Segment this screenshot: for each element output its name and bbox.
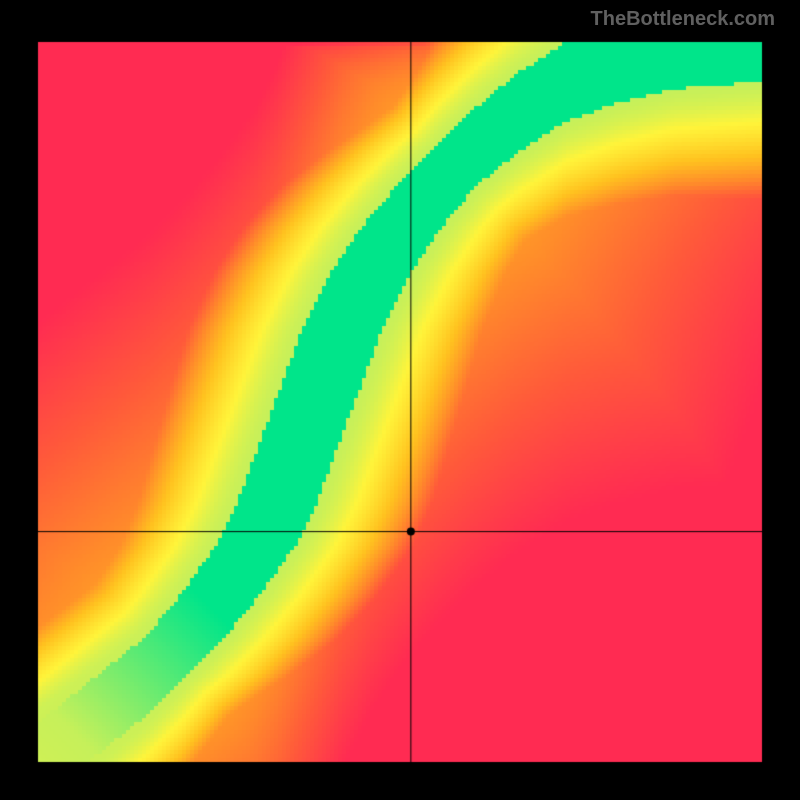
chart-container: TheBottleneck.com (0, 0, 800, 800)
watermark-text: TheBottleneck.com (591, 8, 775, 31)
bottleneck-heatmap (0, 0, 800, 800)
